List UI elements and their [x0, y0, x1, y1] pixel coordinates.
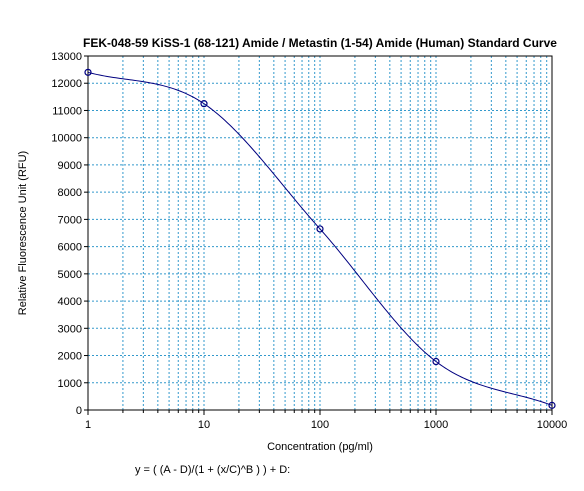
data-point [548, 401, 556, 409]
y-tick-label: 0 [76, 405, 82, 417]
y-tick-label: 4000 [58, 296, 82, 308]
chart-title: FEK-048-59 KiSS-1 (68-121) Amide / Metas… [83, 36, 557, 50]
x-axis-label: Concentration (pg/ml) [267, 441, 373, 453]
y-tick-label: 11000 [52, 105, 82, 117]
y-tick-label: 1000 [58, 378, 82, 390]
data-point [84, 68, 92, 76]
y-axis-label: Relative Fluorescence Unit (RFU) [17, 151, 29, 315]
x-tick-label: 10 [198, 419, 210, 431]
data-point [432, 357, 440, 366]
y-tick-labels: 0 1000 2000 3000 4000 5000 6000 7000 8000 9000 100… [51, 51, 82, 417]
y-tick-label: 8000 [58, 187, 82, 199]
y-tick-label: 13000 [51, 51, 82, 63]
x-tick-labels: 1 10 100 1000 10000 [85, 419, 567, 431]
y-tick-label: 3000 [58, 323, 82, 335]
x-tick-label: 1 [85, 419, 91, 431]
y-tick-label: 5000 [58, 269, 82, 281]
axis-ticks [84, 55, 553, 415]
y-tick-label: 10000 [51, 133, 82, 145]
fit-curve [87, 71, 553, 406]
y-tick-label: 7000 [58, 214, 82, 226]
x-tick-label: 1000 [424, 419, 448, 431]
data-point [200, 100, 208, 108]
y-tick-label: 2000 [58, 351, 82, 363]
data-point [316, 225, 324, 233]
y-tick-label: 12000 [51, 78, 82, 90]
fit-formula: y = ( (A - D)/(1 + (x/C)^B ) ) + D: [135, 464, 290, 476]
x-tick-label: 10000 [537, 419, 568, 431]
grid-lines [88, 56, 552, 410]
data-points [84, 68, 556, 409]
x-tick-label: 100 [311, 419, 329, 431]
y-tick-label: 9000 [58, 160, 82, 172]
y-tick-label: 6000 [58, 242, 82, 254]
